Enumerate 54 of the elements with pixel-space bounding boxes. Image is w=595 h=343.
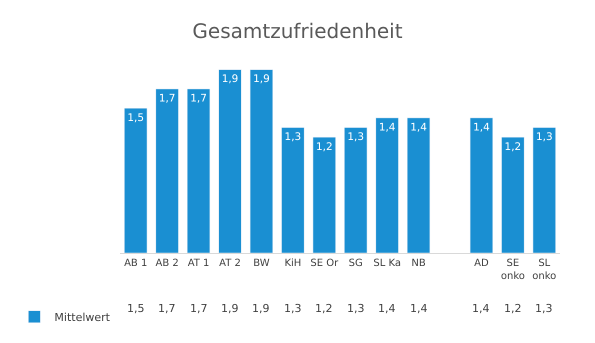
text: 1,9 [222, 73, 238, 86]
x-tick-label: AT 2 [219, 258, 241, 269]
text: 1,4 [378, 121, 396, 134]
bar [156, 88, 179, 253]
text: 1,2 [504, 140, 522, 153]
bar [281, 127, 304, 253]
bar [501, 136, 524, 253]
text: 1,7 [190, 92, 207, 105]
x-tick-label: SL Ka [373, 258, 401, 269]
x-tick-label: AD [474, 258, 489, 269]
x-tick-label: BW [253, 258, 270, 269]
x-tick-label: SG [348, 258, 363, 269]
bar [250, 69, 273, 253]
text: 1,4 [410, 121, 427, 134]
x-tick-label: NB [411, 258, 426, 269]
data-label: 1,3 [535, 302, 552, 315]
text: 1,3 [536, 131, 553, 144]
data-label: 1,3 [284, 302, 302, 315]
text: 1,3 [347, 131, 364, 144]
x-tick-label: AT 1 [188, 258, 210, 269]
text: 1,4 [473, 121, 490, 134]
x-tick-label: SE Or [310, 258, 340, 269]
data-label: 1,4 [472, 302, 490, 315]
chart-title: Gesamtzufriedenheit [192, 19, 403, 44]
data-label: 1,9 [221, 302, 238, 315]
data-label: 1,9 [252, 302, 270, 315]
bar [532, 127, 556, 253]
data-label: 1,2 [315, 302, 332, 315]
text: 1,7 [158, 92, 176, 105]
bar [312, 136, 336, 253]
text: 1,3 [284, 131, 302, 144]
text: 1,2 [316, 140, 333, 153]
text: 1,5 [127, 112, 144, 124]
data-label: 1,7 [190, 302, 208, 315]
x-tick-label: AB 2 [156, 258, 179, 269]
bar [344, 127, 368, 253]
bar [470, 118, 493, 253]
x-tick-label: SE onko [500, 258, 525, 282]
legend-label: Mittelwert [54, 310, 111, 324]
bar [376, 118, 399, 253]
bar [124, 108, 148, 253]
bar [407, 118, 430, 253]
data-label: 1,7 [158, 302, 176, 315]
bar [187, 88, 210, 253]
x-tick-label: KiH [284, 258, 302, 269]
x-tick-label: AB 1 [124, 258, 148, 269]
bar [218, 69, 242, 253]
text: 1,9 [253, 73, 270, 86]
data-label: 1,3 [347, 302, 364, 315]
data-label: 1,4 [410, 302, 428, 315]
x-tick-label: SL onko [532, 258, 556, 282]
data-label: 1,2 [504, 302, 522, 315]
data-label: 1,4 [378, 302, 396, 315]
data-label: 1,5 [127, 302, 144, 315]
